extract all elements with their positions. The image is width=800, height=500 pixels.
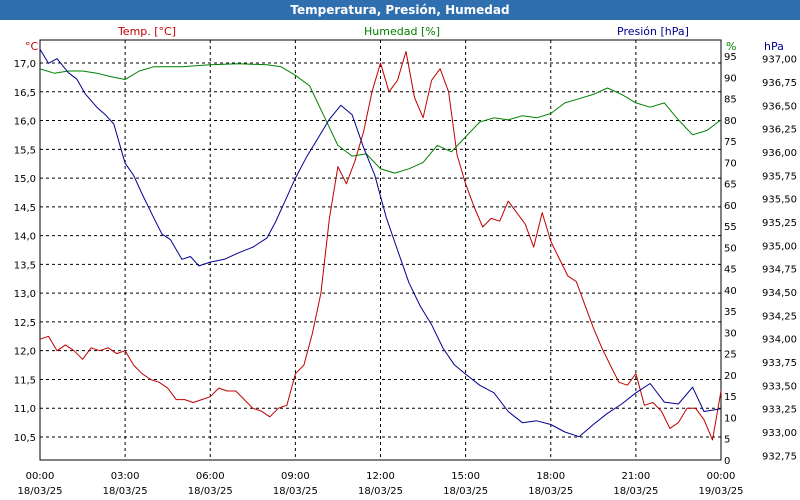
x-tick-time: 18:00 bbox=[536, 471, 565, 482]
pres-tick-label: 934,50 bbox=[762, 288, 797, 299]
temp-tick-label: 16,0 bbox=[14, 117, 36, 128]
hum-tick-label: 20 bbox=[724, 371, 737, 382]
x-tick-date: 19/03/25 bbox=[699, 486, 744, 497]
hum-tick-label: 55 bbox=[724, 222, 737, 233]
pres-tick-label: 936,50 bbox=[762, 101, 797, 112]
hum-tick-label: 70 bbox=[724, 158, 737, 169]
pres-tick-label: 935,25 bbox=[762, 218, 797, 229]
hum-unit-label: % bbox=[726, 40, 736, 53]
pres-tick-label: 936,00 bbox=[762, 148, 797, 159]
x-tick-date: 18/03/25 bbox=[358, 486, 403, 497]
temp-unit-label: °C bbox=[25, 40, 39, 53]
hum-tick-label: 25 bbox=[724, 350, 737, 361]
temperature-line bbox=[39, 51, 722, 441]
hum-tick-label: 10 bbox=[724, 413, 737, 424]
hum-tick-label: 5 bbox=[724, 435, 730, 446]
hum-tick-label: 50 bbox=[724, 243, 737, 254]
x-tick-time: 12:00 bbox=[366, 471, 395, 482]
hum-tick-label: 60 bbox=[724, 201, 737, 212]
pres-tick-label: 933,75 bbox=[762, 358, 797, 369]
pres-tick-label: 932,75 bbox=[762, 451, 797, 462]
temp-tick-label: 10,5 bbox=[14, 433, 36, 444]
x-tick-date: 18/03/25 bbox=[273, 486, 318, 497]
pres-tick-label: 935,00 bbox=[762, 241, 797, 252]
temp-tick-label: 15,5 bbox=[14, 145, 36, 156]
hum-tick-label: 65 bbox=[724, 180, 737, 191]
hum-tick-label: 40 bbox=[724, 286, 737, 297]
x-tick-date: 18/03/25 bbox=[103, 486, 148, 497]
temp-tick-label: 14,0 bbox=[14, 232, 36, 243]
pressure-line bbox=[39, 49, 722, 438]
hum-tick-label: 80 bbox=[724, 116, 737, 127]
x-tick-date: 18/03/25 bbox=[528, 486, 573, 497]
pres-unit-label: hPa bbox=[764, 40, 784, 53]
x-tick-date: 18/03/25 bbox=[18, 486, 63, 497]
hum-tick-label: 85 bbox=[724, 95, 737, 106]
axis-labels: 00:00 18/03/25 03:00 18/03/25 06:00 18/03/25 0… bbox=[14, 25, 797, 497]
x-tick-time: 00:00 bbox=[707, 471, 736, 482]
hum-tick-label: 45 bbox=[724, 265, 737, 276]
pres-tick-label: 933,50 bbox=[762, 381, 797, 392]
pres-tick-label: 933,25 bbox=[762, 405, 797, 416]
x-tick-time: 00:00 bbox=[26, 471, 55, 482]
hum-tick-label: 15 bbox=[724, 392, 737, 403]
temp-tick-label: 11,0 bbox=[14, 404, 36, 415]
pres-tick-label: 934,25 bbox=[762, 311, 797, 322]
pres-series-label: Presión [hPa] bbox=[617, 25, 689, 38]
temp-tick-label: 13,5 bbox=[14, 260, 36, 271]
temp-tick-label: 13,0 bbox=[14, 289, 36, 300]
hum-tick-label: 75 bbox=[724, 137, 737, 148]
hum-tick-label: 95 bbox=[724, 52, 737, 63]
x-tick-time: 03:00 bbox=[111, 471, 140, 482]
pres-tick-label: 936,25 bbox=[762, 125, 797, 136]
hum-tick-label: 0 bbox=[724, 456, 730, 467]
series-layer bbox=[39, 49, 722, 441]
temp-series-label: Temp. [°C] bbox=[117, 25, 176, 38]
humidity-line bbox=[39, 63, 722, 174]
x-tick-time: 06:00 bbox=[196, 471, 225, 482]
temp-tick-label: 14,5 bbox=[14, 203, 36, 214]
pres-tick-label: 933,00 bbox=[762, 428, 797, 439]
temp-tick-label: 12,0 bbox=[14, 347, 36, 358]
x-tick-date: 18/03/25 bbox=[443, 486, 488, 497]
grid-lines bbox=[40, 40, 721, 460]
temp-tick-label: 12,5 bbox=[14, 318, 36, 329]
pres-tick-label: 936,75 bbox=[762, 78, 797, 89]
pres-tick-label: 935,75 bbox=[762, 171, 797, 182]
temp-tick-label: 15,0 bbox=[14, 174, 36, 185]
x-tick-date: 18/03/25 bbox=[188, 486, 233, 497]
hum-tick-label: 30 bbox=[724, 328, 737, 339]
hum-series-label: Humedad [%] bbox=[364, 25, 440, 38]
x-tick-time: 09:00 bbox=[281, 471, 310, 482]
x-tick-date: 18/03/25 bbox=[613, 486, 658, 497]
pres-tick-label: 934,75 bbox=[762, 265, 797, 276]
x-tick-time: 21:00 bbox=[621, 471, 650, 482]
temp-tick-label: 11,5 bbox=[14, 375, 36, 386]
hum-tick-label: 90 bbox=[724, 73, 737, 84]
pres-tick-label: 937,00 bbox=[762, 55, 797, 66]
temp-tick-label: 17,0 bbox=[14, 59, 36, 70]
hum-tick-label: 35 bbox=[724, 307, 737, 318]
chart-title: Temperatura, Presión, Humedad bbox=[0, 0, 800, 20]
pres-tick-label: 935,50 bbox=[762, 195, 797, 206]
pres-tick-label: 934,00 bbox=[762, 335, 797, 346]
temp-tick-label: 16,5 bbox=[14, 88, 36, 99]
x-tick-time: 15:00 bbox=[451, 471, 480, 482]
